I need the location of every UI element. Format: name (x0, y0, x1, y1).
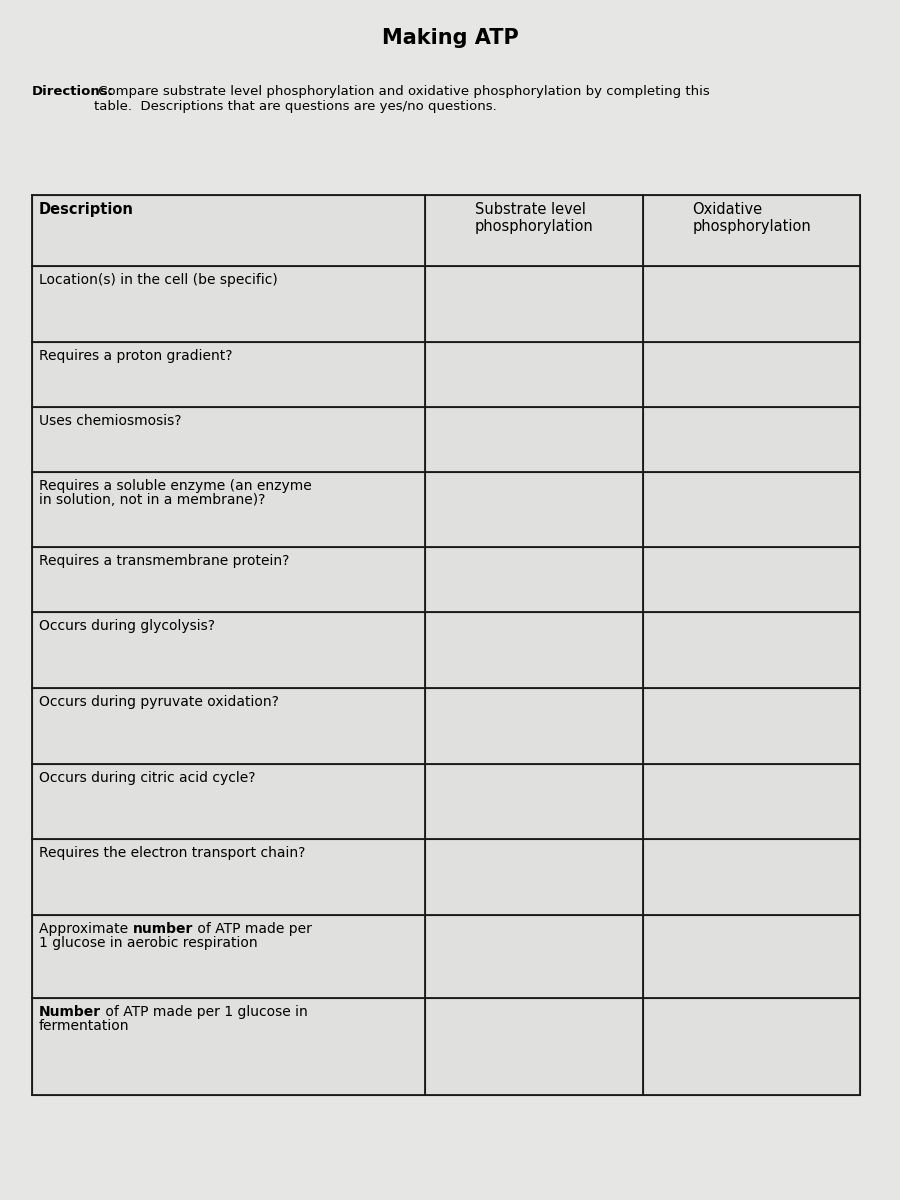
Bar (32, 914, 426, 998)
Bar (426, 998, 644, 1094)
Bar (32, 342, 426, 407)
Bar (644, 998, 860, 1094)
Bar (32, 998, 426, 1094)
Text: in solution, not in a membrane)?: in solution, not in a membrane)? (39, 493, 266, 506)
Bar (426, 266, 644, 342)
Bar (426, 472, 644, 547)
Bar (426, 839, 644, 914)
Bar (644, 472, 860, 547)
Text: Requires a proton gradient?: Requires a proton gradient? (39, 349, 232, 362)
Text: fermentation: fermentation (39, 1020, 130, 1033)
Bar (644, 612, 860, 688)
Bar (426, 547, 644, 612)
Bar (32, 688, 426, 763)
Bar (426, 194, 644, 266)
Bar (644, 342, 860, 407)
Text: Substrate level
phosphorylation: Substrate level phosphorylation (475, 202, 594, 234)
Bar (32, 407, 426, 472)
Text: Location(s) in the cell (be specific): Location(s) in the cell (be specific) (39, 274, 278, 287)
Bar (426, 763, 644, 839)
Text: Occurs during glycolysis?: Occurs during glycolysis? (39, 619, 215, 634)
Bar (426, 407, 644, 472)
Text: Requires a soluble enzyme (an enzyme: Requires a soluble enzyme (an enzyme (39, 479, 311, 493)
Text: Number: Number (39, 1006, 101, 1020)
Bar (644, 547, 860, 612)
Bar (32, 194, 426, 266)
Bar (644, 266, 860, 342)
Bar (426, 914, 644, 998)
Bar (32, 472, 426, 547)
Bar (32, 763, 426, 839)
Bar (32, 547, 426, 612)
Text: Uses chemiosmosis?: Uses chemiosmosis? (39, 414, 182, 428)
Text: of ATP made per: of ATP made per (193, 922, 311, 936)
Text: Description: Description (39, 202, 134, 217)
Text: 1 glucose in aerobic respiration: 1 glucose in aerobic respiration (39, 936, 257, 949)
Text: Approximate: Approximate (39, 922, 132, 936)
Text: Occurs during citric acid cycle?: Occurs during citric acid cycle? (39, 770, 256, 785)
Bar (426, 688, 644, 763)
Bar (32, 612, 426, 688)
Text: Making ATP: Making ATP (382, 28, 518, 48)
Bar (644, 194, 860, 266)
Bar (644, 839, 860, 914)
Bar (644, 688, 860, 763)
Text: Requires the electron transport chain?: Requires the electron transport chain? (39, 846, 305, 860)
Bar (644, 407, 860, 472)
Bar (32, 839, 426, 914)
Text: Oxidative
phosphorylation: Oxidative phosphorylation (692, 202, 811, 234)
Bar (426, 612, 644, 688)
Bar (644, 914, 860, 998)
Text: Occurs during pyruvate oxidation?: Occurs during pyruvate oxidation? (39, 695, 279, 709)
Text: number: number (132, 922, 193, 936)
Text: Requires a transmembrane protein?: Requires a transmembrane protein? (39, 554, 290, 569)
Text: Directions:: Directions: (32, 85, 114, 98)
Bar (644, 763, 860, 839)
Bar (426, 342, 644, 407)
Bar (32, 266, 426, 342)
Text: Compare substrate level phosphorylation and oxidative phosphorylation by complet: Compare substrate level phosphorylation … (94, 85, 710, 113)
Text: of ATP made per 1 glucose in: of ATP made per 1 glucose in (101, 1006, 308, 1020)
